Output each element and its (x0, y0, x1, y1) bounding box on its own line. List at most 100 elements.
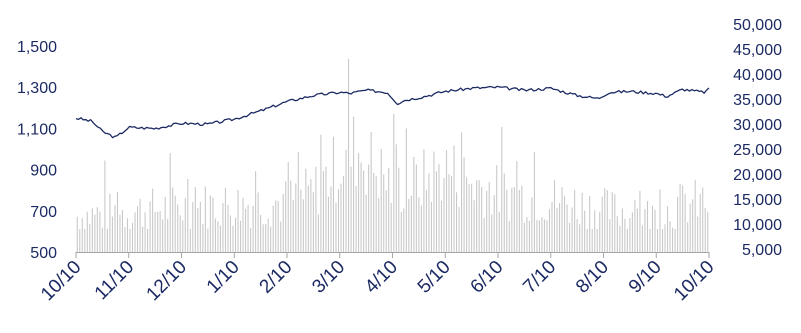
volume-bar (413, 156, 415, 252)
index-line (75, 85, 710, 139)
x-tick-label: 7/10 (519, 257, 560, 298)
volume-bar (579, 224, 581, 252)
volume-bar (287, 162, 289, 252)
volume-bar (79, 229, 81, 252)
volume-bar (410, 195, 412, 252)
volume-bar (664, 224, 666, 252)
volume-bar (177, 204, 179, 252)
volume-bar (450, 176, 453, 252)
volume-bar (508, 221, 510, 252)
volume-bar (237, 189, 239, 252)
volume-bar (498, 211, 500, 252)
volume-bar (114, 205, 116, 252)
volume-bar (672, 227, 674, 252)
volume-bar (594, 210, 596, 252)
volume-bar (488, 182, 490, 252)
volume-bar (182, 220, 184, 252)
volume-bar (272, 205, 274, 252)
x-axis: 10/10 11/10 12/10 1/10 2/10 3/10 4/10 5/10 6/10 7… (37, 252, 719, 305)
volume-bar (325, 166, 327, 252)
y-right-tick-label: 15,000 (733, 192, 782, 209)
x-tick-label: 8/10 (572, 257, 613, 298)
volume-bar (297, 151, 299, 252)
volume-bar (385, 190, 387, 252)
volume-bar (217, 221, 219, 252)
volume-bar (129, 229, 131, 252)
volume-bar (604, 188, 606, 252)
volume-bar (481, 186, 483, 252)
volume-bar (302, 199, 304, 252)
y-right-tick-label: 40,000 (733, 67, 782, 84)
volume-bar (290, 180, 292, 252)
volume-bar (538, 220, 540, 252)
volume-bar (167, 218, 169, 252)
volume-bar (644, 209, 646, 252)
volume-bar (553, 179, 556, 252)
volume-bar (599, 211, 601, 252)
volume-bar (641, 225, 643, 252)
volume-bar (473, 200, 475, 252)
volume-bar (636, 208, 638, 252)
volume-bar (556, 208, 558, 252)
volume-bar (418, 197, 420, 252)
volume-bar (571, 207, 573, 252)
volume-bar (513, 187, 515, 252)
volume-bar (280, 221, 282, 252)
volume-bar (260, 214, 262, 252)
volume-bar (443, 178, 445, 252)
volume-bar (536, 219, 538, 252)
volume-bar (468, 183, 470, 252)
volume-bar (546, 220, 548, 252)
volume-bar (403, 208, 405, 252)
volume-bar (661, 229, 664, 252)
volume-bar (116, 191, 118, 252)
volume-bar (702, 187, 704, 252)
volume-bar (574, 190, 576, 252)
volume-bar (430, 202, 432, 252)
x-tick-label: 10/10 (670, 257, 718, 305)
volume-bar (164, 196, 166, 252)
volume-bar (99, 211, 101, 252)
volume-bar (212, 197, 214, 252)
volume-bar (84, 229, 86, 252)
volume-bar (503, 173, 505, 252)
volume-bar (591, 229, 593, 252)
volume-bar (322, 171, 324, 252)
volume-bar (395, 144, 397, 252)
volume-bar (651, 205, 654, 252)
volume-bar (136, 206, 139, 252)
volume-bar (142, 226, 144, 252)
volume-bar (566, 204, 568, 252)
volume-bar (689, 203, 691, 252)
volume-bar (589, 195, 591, 252)
volume-bar (91, 208, 93, 252)
volume-bar (624, 218, 626, 252)
volume-bar (438, 163, 440, 252)
volume-bar (518, 189, 520, 252)
volume-bar (224, 187, 227, 252)
volume-bar (375, 176, 377, 252)
volume-bar (699, 194, 701, 252)
volume-bar (239, 220, 242, 252)
volume-bar (360, 162, 362, 252)
volume-bar (576, 219, 578, 252)
volume-bar (365, 194, 367, 252)
volume-bar (162, 219, 164, 252)
volume-bar (408, 198, 410, 252)
y-left-tick-label: 1,300 (17, 80, 57, 97)
volume-bar (619, 226, 621, 252)
volume-bar (471, 183, 473, 252)
volume-bar (483, 218, 485, 252)
volume-bar (119, 214, 121, 252)
volume-bar (184, 197, 186, 252)
x-tick-label: 10/10 (37, 257, 85, 305)
volume-bar (561, 187, 563, 252)
volume-bar (340, 183, 342, 252)
volume-bar (370, 132, 372, 252)
volume-bar (350, 166, 352, 252)
x-tick-label: 9/10 (625, 257, 666, 298)
volume-bar (390, 202, 392, 252)
volume-bar (380, 148, 382, 252)
volume-bar (453, 145, 455, 252)
